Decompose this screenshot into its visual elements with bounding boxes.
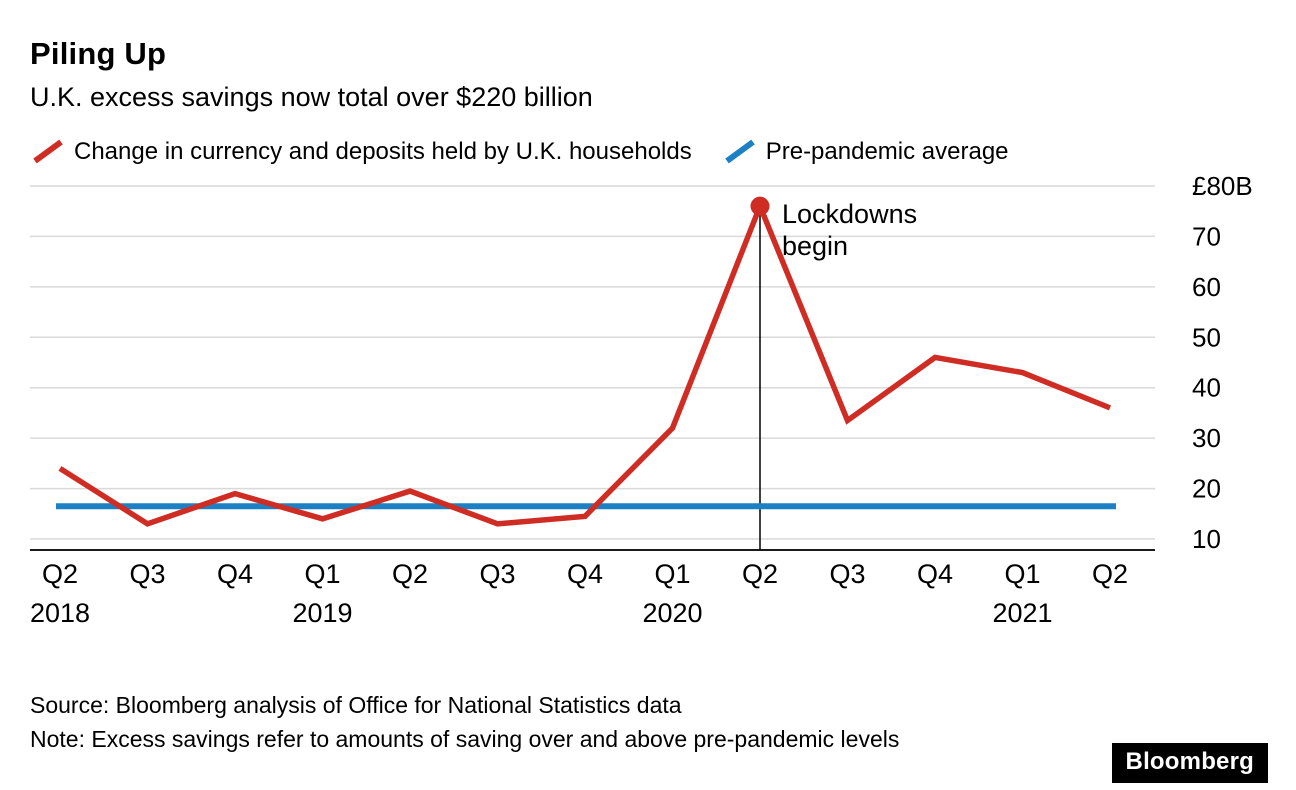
x-axis-quarter-label: Q2: [42, 559, 78, 589]
x-axis-year-label: 2019: [292, 598, 352, 628]
x-axis-quarter-label: Q1: [1004, 559, 1040, 589]
x-axis-quarter-label: Q2: [742, 559, 778, 589]
y-axis-label: 70: [1192, 221, 1221, 251]
y-axis-label: £80B: [1192, 171, 1253, 201]
annotation-label: Lockdowns: [782, 199, 917, 229]
chart-footer: Source: Bloomberg analysis of Office for…: [30, 688, 1266, 756]
legend-label-average: Pre-pandemic average: [765, 138, 1009, 165]
y-axis-label: 50: [1192, 322, 1221, 352]
x-axis-quarter-label: Q1: [304, 559, 340, 589]
red-slash-icon: [33, 139, 63, 164]
x-axis-quarter-label: Q2: [392, 559, 428, 589]
x-axis-quarter-label: Q4: [217, 559, 253, 589]
x-axis-year-label: 2020: [642, 598, 702, 628]
y-axis-label: 60: [1192, 272, 1221, 302]
y-axis-label: 20: [1192, 474, 1221, 504]
line-chart: £80B 70 60 50 40 30 20 10 Lockdowns begin Q2 Q3 Q4 Q1…: [0, 171, 1266, 646]
x-axis-quarter-label: Q4: [917, 559, 953, 589]
legend-item-households: Change in currency and deposits held by …: [30, 137, 692, 167]
x-axis-quarter-label: Q1: [654, 559, 690, 589]
legend-label-households: Change in currency and deposits held by …: [74, 138, 692, 165]
y-axis-label: 10: [1192, 524, 1221, 554]
x-axis-quarter-label: Q3: [129, 559, 165, 589]
chart-page: Piling Up U.K. excess savings now total …: [0, 36, 1266, 756]
source-line: Source: Bloomberg analysis of Office for…: [30, 692, 682, 718]
peak-marker-dot: [750, 196, 770, 216]
x-axis-quarter-label: Q2: [1092, 559, 1128, 589]
page-title: Piling Up: [30, 36, 167, 71]
note-line: Note: Excess savings refer to amounts of…: [30, 726, 900, 752]
y-axis-label: 30: [1192, 423, 1221, 453]
x-axis-year-label: 2021: [992, 598, 1052, 628]
x-axis-quarter-label: Q4: [567, 559, 603, 589]
chart-subtitle: U.K. excess savings now total over $220 …: [30, 82, 593, 112]
blue-slash-icon: [724, 139, 755, 164]
bloomberg-logo: Bloomberg: [1111, 743, 1268, 783]
x-axis-year-label: 2018: [30, 598, 90, 628]
x-axis-quarter-label: Q3: [829, 559, 865, 589]
chart-legend: Change in currency and deposits held by …: [30, 137, 1266, 167]
annotation-label: begin: [782, 231, 848, 261]
legend-item-average: Pre-pandemic average: [722, 137, 1009, 167]
x-axis-quarter-label: Q3: [479, 559, 515, 589]
series-line-households: [58, 198, 1112, 527]
y-axis-label: 40: [1192, 373, 1221, 403]
